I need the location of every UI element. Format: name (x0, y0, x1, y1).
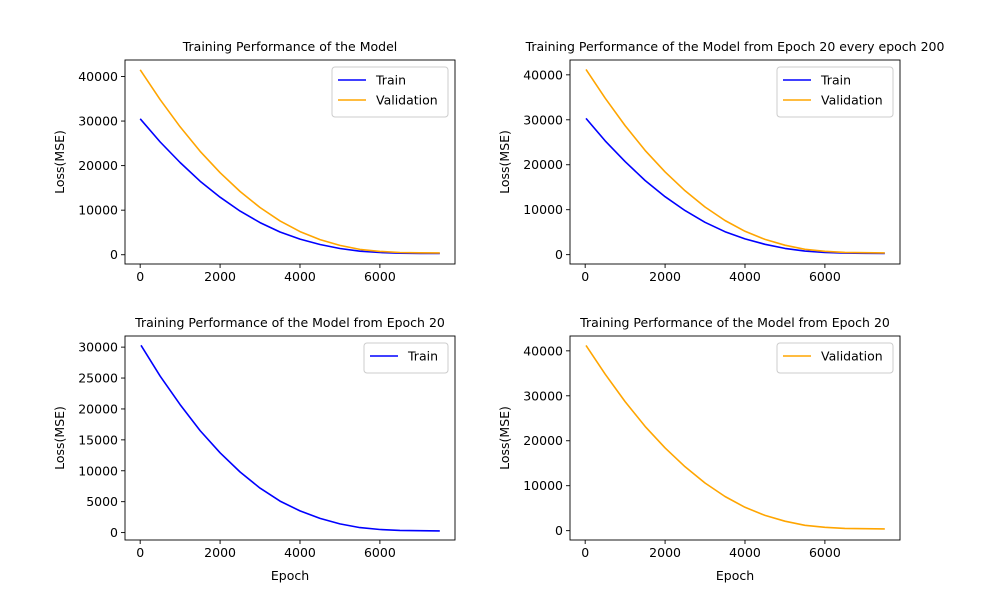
legend-label-validation: Validation (376, 93, 438, 108)
y-tick-label: 20000 (78, 401, 118, 416)
subplot-2: Training Performance of the Model from E… (497, 39, 944, 284)
x-tick-label: 0 (136, 269, 144, 284)
y-tick-label: 30000 (78, 114, 118, 129)
y-tick-label: 40000 (78, 69, 118, 84)
series-line-train (585, 117, 885, 255)
y-tick-label: 20000 (523, 157, 563, 172)
y-axis-label: Loss(MSE) (497, 130, 512, 194)
legend-label-train: Train (820, 73, 851, 88)
y-tick-label: 0 (555, 523, 563, 538)
y-tick-label: 15000 (78, 432, 118, 447)
subplot-1: Training Performance of the Model 0 2000 40… (52, 39, 456, 284)
x-tick-label: 4000 (284, 269, 316, 284)
legend: Train Validation (776, 66, 894, 118)
series-line-validation (139, 69, 440, 254)
series-group (139, 69, 440, 255)
axes-frame (124, 59, 456, 265)
y-tick-label: 0 (110, 525, 118, 540)
legend-label-validation: Validation (821, 349, 883, 364)
y-tick-label: 10000 (523, 478, 563, 493)
x-tick-label: 2000 (649, 269, 681, 284)
x-axis-label: Epoch (716, 568, 754, 583)
legend-label-train: Train (407, 349, 438, 364)
y-axis-label: Loss(MSE) (497, 406, 512, 470)
y-tick-label: 10000 (78, 203, 118, 218)
y-tick-label: 10000 (78, 463, 118, 478)
legend-label-validation: Validation (821, 93, 883, 108)
y-axis-label: Loss(MSE) (52, 406, 67, 470)
series-group (585, 68, 885, 255)
subplot-3: Training Performance of the Model from E… (52, 315, 456, 583)
y-tick-label: 10000 (523, 202, 563, 217)
x-tick-label: 4000 (729, 545, 761, 560)
axes-frame (569, 59, 901, 265)
x-tick-label: 4000 (729, 269, 761, 284)
legend-frame (363, 342, 449, 374)
y-tick-label: 40000 (523, 67, 563, 82)
y-tick-label: 30000 (78, 340, 118, 355)
legend: Train (363, 342, 449, 374)
x-tick-label: 4000 (284, 545, 316, 560)
series-line-validation (585, 344, 885, 530)
x-tick-label: 2000 (204, 269, 236, 284)
y-tick-label: 0 (555, 247, 563, 262)
series-group (140, 344, 440, 532)
x-axis-label: Epoch (271, 568, 309, 583)
series-line-train (140, 344, 440, 532)
series-line-validation (585, 68, 885, 254)
x-tick-label: 6000 (809, 269, 841, 284)
x-tick-label: 2000 (649, 545, 681, 560)
x-tick-label: 0 (136, 545, 144, 560)
y-tick-label: 30000 (523, 388, 563, 403)
axes-frame (569, 335, 901, 541)
x-tick-label: 2000 (204, 545, 236, 560)
x-tick-label: 6000 (809, 545, 841, 560)
y-tick-label: 20000 (523, 433, 563, 448)
legend-frame (776, 342, 894, 374)
subplot-4: Training Performance of the Model from E… (497, 315, 901, 583)
y-tick-label: 25000 (78, 371, 118, 386)
chart-title: Training Performance of the Model from E… (525, 39, 945, 54)
y-tick-label: 5000 (86, 494, 118, 509)
y-tick-label: 20000 (78, 158, 118, 173)
chart-title: Training Performance of the Model from E… (134, 315, 445, 330)
series-line-train (139, 118, 440, 255)
axes-frame (124, 335, 456, 541)
x-tick-label: 6000 (364, 269, 396, 284)
series-group (585, 344, 885, 530)
chart-title: Training Performance of the Model (182, 39, 398, 54)
x-tick-label: 0 (581, 269, 589, 284)
y-tick-label: 40000 (523, 343, 563, 358)
x-tick-label: 0 (581, 545, 589, 560)
legend: Train Validation (331, 66, 449, 118)
y-tick-label: 30000 (523, 112, 563, 127)
y-axis-label: Loss(MSE) (52, 130, 67, 194)
y-tick-label: 0 (110, 247, 118, 262)
subplot-grid: Training Performance of the Model 0 2000 40… (52, 39, 944, 583)
x-tick-label: 6000 (364, 545, 396, 560)
legend-label-train: Train (375, 73, 406, 88)
chart-title: Training Performance of the Model from E… (579, 315, 890, 330)
legend: Validation (776, 342, 894, 374)
